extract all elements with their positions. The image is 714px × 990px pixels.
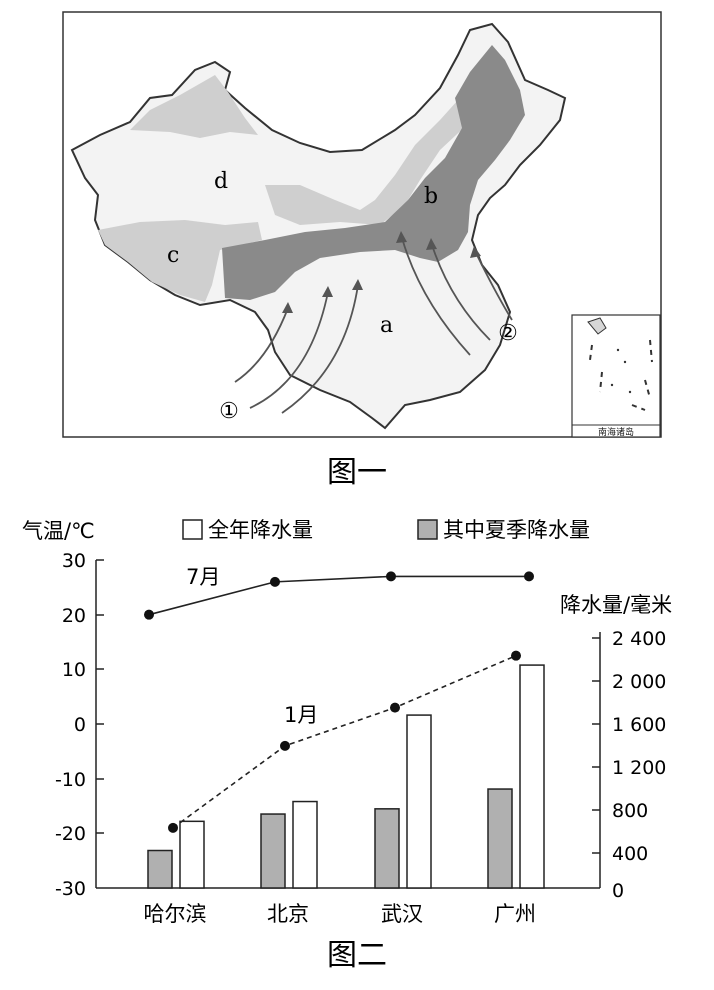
series-label-july: 7月 <box>186 565 220 589</box>
point-january <box>390 702 400 713</box>
left-axis-label: 气温/℃ <box>22 519 95 543</box>
bar-annual <box>406 714 432 889</box>
arrowheads-southwest <box>282 279 363 313</box>
right-axis-ticks <box>592 637 600 854</box>
map-figure: 南海诸岛 a b c d ① ② <box>62 11 662 438</box>
right-tick-label: 1 200 <box>612 757 666 779</box>
region-light-band <box>265 100 470 225</box>
left-tick-label: -20 <box>55 823 86 845</box>
right-tick-labels: 2 400 2 000 1 600 1 200 800 400 0 <box>612 628 666 902</box>
right-axis-label: 降水量/毫米 <box>560 593 672 617</box>
region-label-d: d <box>214 169 228 194</box>
left-axis-ticks <box>96 559 104 834</box>
arrow-label-2: ② <box>498 321 518 346</box>
point-july <box>386 571 396 582</box>
legend-swatch-summer <box>417 519 438 540</box>
right-tick-label: 1 600 <box>612 714 666 736</box>
left-tick-labels: 30 20 10 0 -10 -20 -30 <box>55 550 86 900</box>
inset-label: 南海诸岛 <box>598 426 634 438</box>
left-tick-label: -10 <box>55 769 86 791</box>
point-july <box>144 609 154 620</box>
region-label-a: a <box>380 313 393 338</box>
bar-summer <box>147 849 173 889</box>
category-label: 北京 <box>267 902 309 926</box>
series-label-january: 1月 <box>284 703 318 727</box>
category-label: 哈尔滨 <box>144 902 207 926</box>
left-tick-label: -30 <box>55 878 86 900</box>
left-tick-label: 30 <box>62 550 86 572</box>
category-labels: 哈尔滨 北京 武汉 广州 <box>144 902 537 926</box>
chart-caption: 图二 <box>327 938 387 973</box>
bars-layer <box>147 664 545 889</box>
right-tick-label: 800 <box>612 800 648 822</box>
bar-summer <box>260 813 286 889</box>
region-dark-central <box>222 45 525 300</box>
region-light-southwest <box>98 220 262 302</box>
chart-figure: 气温/℃ 全年降水量 其中夏季降水量 降水量/毫米 30 20 10 0 -10… <box>22 518 672 926</box>
bar-annual <box>179 820 205 889</box>
south-sea-inset: 南海诸岛 <box>571 314 661 438</box>
point-january <box>168 822 178 833</box>
map-caption: 图一 <box>327 455 387 490</box>
region-label-b: b <box>424 184 438 209</box>
monsoon-arrows-southeast <box>401 237 513 356</box>
legend-swatch-annual <box>182 519 203 540</box>
bar-summer <box>487 788 513 889</box>
left-tick-label: 0 <box>74 714 86 736</box>
bar-annual <box>292 800 318 889</box>
legend-label-annual: 全年降水量 <box>208 518 313 542</box>
line-july <box>148 575 529 616</box>
arrowheads-southeast <box>396 231 481 258</box>
bar-annual <box>519 664 545 889</box>
line-january <box>172 654 517 829</box>
point-january <box>511 650 521 661</box>
legend-label-summer: 其中夏季降水量 <box>443 518 590 542</box>
line-labels: 7月 1月 <box>186 565 318 727</box>
bar-summer <box>374 808 400 889</box>
right-tick-label: 2 400 <box>612 628 666 650</box>
right-tick-label: 0 <box>612 880 624 902</box>
point-july <box>524 571 534 582</box>
lines-layer <box>144 571 534 833</box>
category-label: 武汉 <box>381 902 423 926</box>
left-tick-label: 20 <box>62 605 86 627</box>
point-july <box>270 576 280 587</box>
arrow-label-1: ① <box>219 399 239 424</box>
region-light-northwest <box>130 75 258 138</box>
point-january <box>280 740 290 751</box>
left-tick-label: 10 <box>62 659 86 681</box>
region-label-c: c <box>167 243 179 268</box>
right-tick-label: 400 <box>612 843 648 865</box>
monsoon-arrows-southwest <box>234 284 359 414</box>
right-tick-label: 2 000 <box>612 671 666 693</box>
category-label: 广州 <box>494 902 536 926</box>
